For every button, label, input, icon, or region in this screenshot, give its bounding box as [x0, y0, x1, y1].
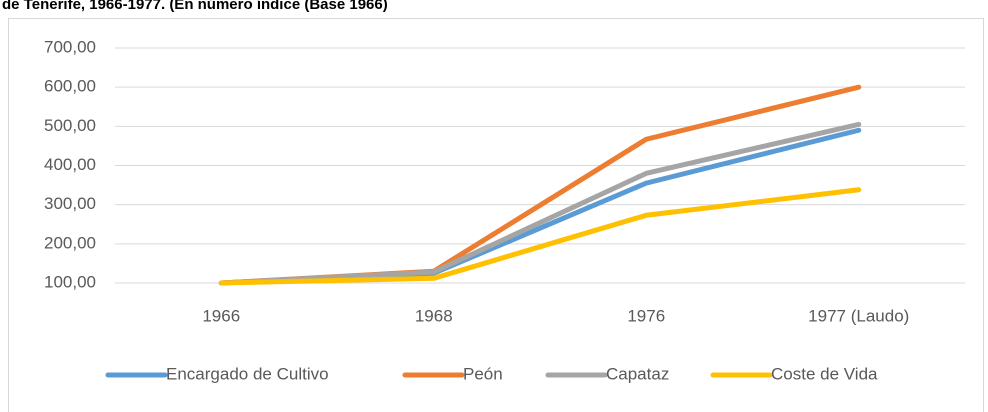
y-tick-label: 300,00 — [44, 194, 96, 213]
y-tick-label: 700,00 — [44, 37, 96, 56]
legend-label: Coste de Vida — [771, 364, 878, 383]
y-tick-label: 200,00 — [44, 233, 96, 252]
x-tick-label: 1977 (Laudo) — [808, 306, 909, 325]
chart-title: de Tenerife, 1966-1977. (En número índic… — [2, 0, 388, 13]
y-tick-label: 500,00 — [44, 116, 96, 135]
y-tick-label: 600,00 — [44, 77, 96, 96]
x-tick-label: 1976 — [627, 306, 665, 325]
line-series — [218, 187, 862, 286]
y-tick-label: 100,00 — [44, 272, 96, 291]
chart-border — [8, 18, 984, 412]
legend-label: Encargado de Cultivo — [166, 364, 329, 383]
x-tick-label: 1966 — [202, 306, 240, 325]
y-tick-label: 400,00 — [44, 155, 96, 174]
legend-label: Peón — [463, 364, 503, 383]
line-series — [218, 121, 862, 286]
legend-label: Capataz — [606, 364, 669, 383]
x-tick-label: 1968 — [415, 306, 453, 325]
